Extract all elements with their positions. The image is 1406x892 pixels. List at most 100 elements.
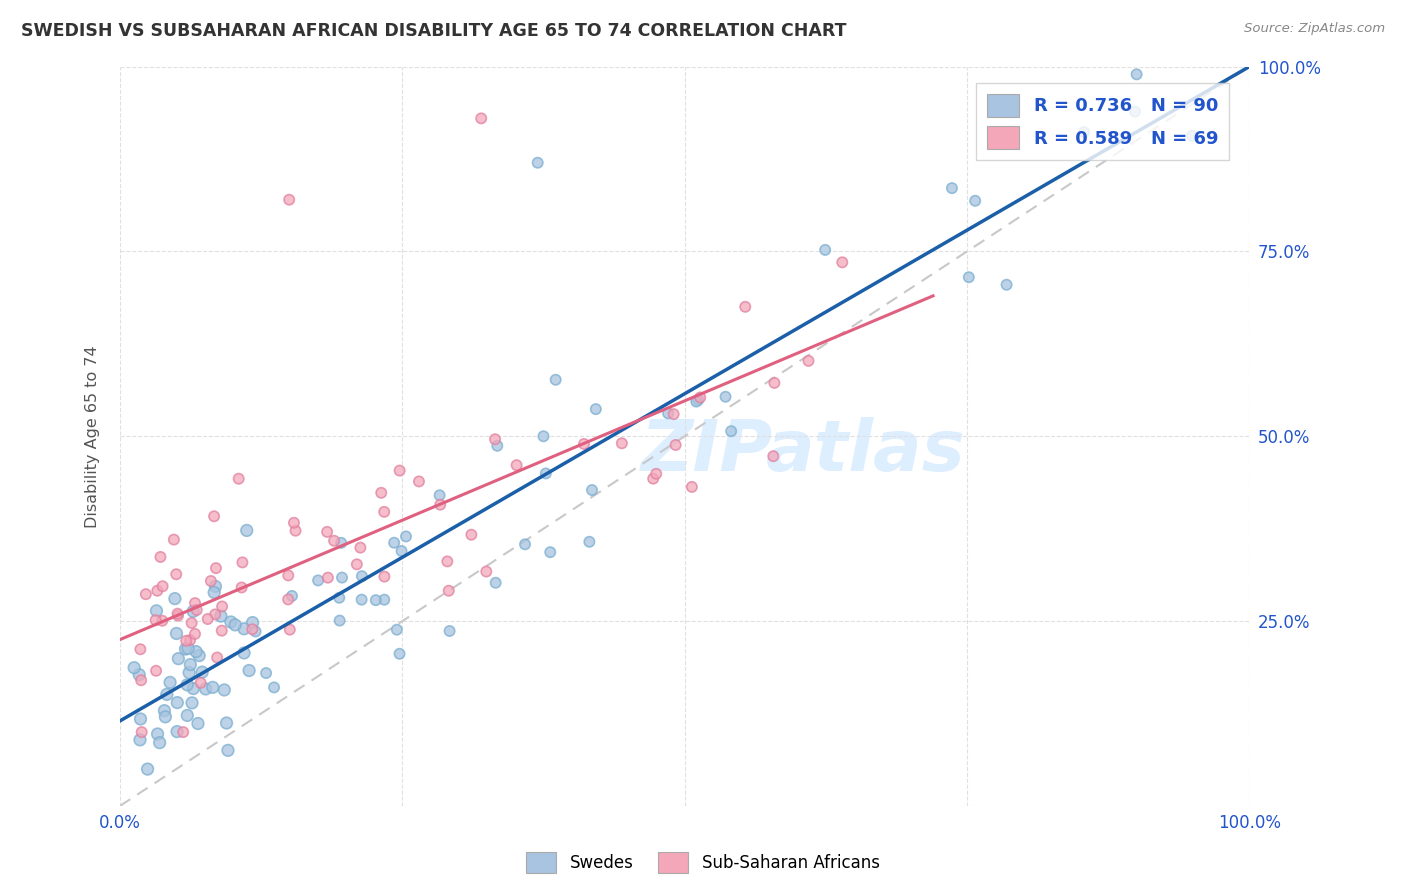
- Point: [941, 181, 963, 195]
- Point: [156, 687, 179, 701]
- Point: [263, 681, 285, 695]
- Point: [176, 708, 198, 723]
- Point: [572, 437, 595, 451]
- Point: [233, 622, 256, 636]
- Point: [187, 716, 209, 731]
- Point: [167, 651, 190, 665]
- Point: [1135, 45, 1157, 59]
- Point: [277, 568, 299, 582]
- Point: [129, 642, 152, 657]
- Point: [201, 681, 224, 695]
- Point: [131, 725, 153, 739]
- Text: SWEDISH VS SUBSAHARAN AFRICAN DISABILITY AGE 65 TO 74 CORRELATION CHART: SWEDISH VS SUBSAHARAN AFRICAN DISABILITY…: [21, 22, 846, 40]
- Point: [129, 673, 152, 688]
- Point: [408, 475, 430, 489]
- Point: [278, 193, 301, 207]
- Point: [224, 618, 246, 632]
- Point: [346, 558, 368, 572]
- Point: [714, 390, 737, 404]
- Point: [720, 424, 742, 438]
- Point: [209, 609, 232, 624]
- Point: [194, 681, 217, 696]
- Point: [149, 736, 172, 750]
- Point: [373, 592, 395, 607]
- Point: [231, 555, 253, 569]
- Point: [689, 391, 711, 405]
- Point: [436, 554, 458, 568]
- Point: [155, 710, 177, 724]
- Point: [349, 541, 371, 555]
- Point: [681, 480, 703, 494]
- Point: [533, 429, 555, 443]
- Point: [145, 604, 167, 618]
- Point: [688, 392, 710, 407]
- Point: [373, 569, 395, 583]
- Point: [486, 439, 509, 453]
- Point: [184, 645, 207, 659]
- Point: [316, 571, 339, 585]
- Point: [146, 583, 169, 598]
- Point: [163, 533, 186, 547]
- Point: [1181, 128, 1204, 143]
- Point: [179, 665, 201, 680]
- Point: [191, 665, 214, 679]
- Point: [662, 407, 685, 421]
- Point: [645, 467, 668, 481]
- Point: [485, 575, 508, 590]
- Point: [995, 277, 1018, 292]
- Point: [166, 696, 188, 710]
- Point: [240, 622, 263, 636]
- Point: [831, 255, 853, 269]
- Point: [163, 591, 186, 606]
- Point: [129, 712, 152, 726]
- Point: [136, 762, 159, 776]
- Point: [685, 394, 707, 409]
- Text: atlas: atlas: [765, 417, 965, 485]
- Point: [814, 243, 837, 257]
- Point: [204, 579, 226, 593]
- Point: [128, 667, 150, 681]
- Point: [665, 438, 688, 452]
- Point: [204, 607, 226, 622]
- Point: [159, 675, 181, 690]
- Point: [135, 587, 157, 601]
- Point: [180, 615, 202, 630]
- Point: [364, 593, 387, 607]
- Point: [391, 544, 413, 558]
- Point: [484, 432, 506, 446]
- Point: [534, 467, 557, 481]
- Point: [165, 567, 187, 582]
- Point: [146, 727, 169, 741]
- Point: [205, 650, 228, 665]
- Point: [200, 574, 222, 588]
- Point: [186, 603, 208, 617]
- Point: [350, 569, 373, 583]
- Point: [513, 537, 536, 551]
- Point: [150, 614, 173, 628]
- Point: [578, 534, 600, 549]
- Point: [205, 561, 228, 575]
- Point: [762, 449, 785, 463]
- Point: [166, 724, 188, 739]
- Point: [177, 641, 200, 656]
- Point: [228, 472, 250, 486]
- Point: [957, 270, 980, 285]
- Point: [643, 472, 665, 486]
- Point: [657, 406, 679, 420]
- Point: [211, 624, 233, 638]
- Point: [283, 516, 305, 530]
- Point: [544, 373, 567, 387]
- Point: [174, 633, 197, 648]
- Point: [242, 615, 264, 630]
- Point: [1125, 67, 1147, 81]
- Point: [1123, 104, 1146, 119]
- Point: [233, 646, 256, 660]
- Legend: R = 0.736   N = 90, R = 0.589   N = 69: R = 0.736 N = 90, R = 0.589 N = 69: [976, 83, 1229, 161]
- Point: [429, 488, 451, 502]
- Point: [179, 633, 201, 648]
- Point: [382, 535, 405, 549]
- Point: [763, 376, 786, 390]
- Point: [329, 614, 352, 628]
- Point: [370, 485, 392, 500]
- Point: [284, 524, 307, 538]
